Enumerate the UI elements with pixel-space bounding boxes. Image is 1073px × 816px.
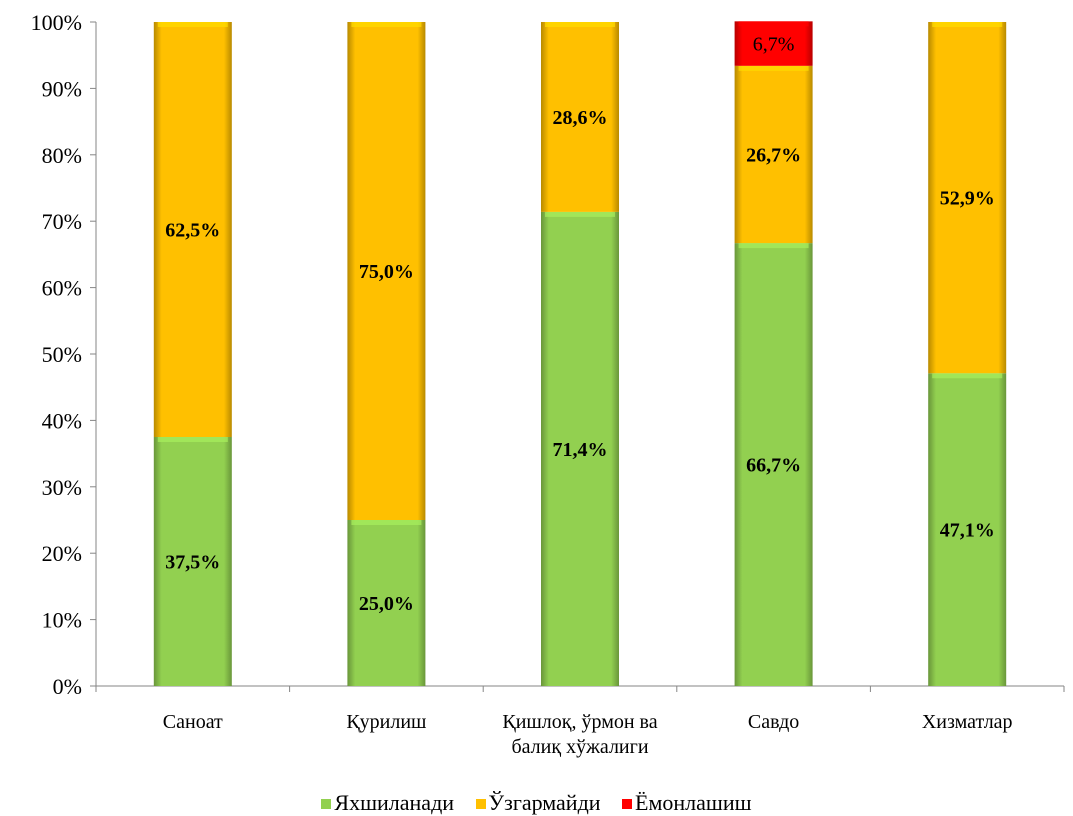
legend: Яхшиланади Ўзгармайди Ёмонлашиш: [0, 790, 1073, 816]
bar-segment: [153, 22, 232, 437]
y-tick-label: 90%: [42, 76, 82, 101]
y-tick-label: 10%: [42, 608, 82, 633]
bar-segment-bevel: [157, 437, 228, 442]
legend-item-unchanged: Ўзгармайди: [475, 790, 601, 816]
legend-swatch-improve: [321, 799, 332, 809]
data-label: 66,7%: [746, 455, 801, 477]
bar-segment-bevel: [932, 373, 1003, 379]
bar-segment: [153, 437, 232, 686]
bar-segment: [928, 22, 1007, 374]
bar-segment: [928, 373, 1007, 686]
y-tick-label: 20%: [42, 541, 82, 566]
legend-label-unchanged: Ўзгармайди: [488, 790, 601, 815]
data-label: 75,0%: [359, 261, 414, 283]
y-tick-label: 70%: [42, 209, 82, 234]
bar-segment-bevel: [545, 211, 615, 217]
x-category-label: Қишлоқ, ўрмон ва: [502, 711, 657, 733]
data-label: 37,5%: [165, 552, 220, 574]
legend-item-worsen: Ёмонлашиш: [622, 790, 752, 816]
data-label: 25,0%: [359, 593, 414, 615]
bar-segment-bevel: [351, 22, 422, 27]
data-label: 47,1%: [940, 520, 995, 542]
legend-item-improve: Яхшиланади: [321, 790, 454, 816]
data-label: 71,4%: [553, 439, 608, 461]
data-label: 62,5%: [165, 220, 220, 242]
x-category-label: Саноат: [163, 711, 223, 733]
x-category-label: Савдо: [748, 711, 799, 733]
y-tick-label: 30%: [42, 475, 82, 500]
x-category-label: Хизматлар: [922, 711, 1013, 733]
y-tick-label: 0%: [53, 674, 82, 699]
bar-segment-bevel: [157, 22, 228, 27]
bar-segment-bevel: [738, 21, 809, 27]
y-tick-label: 40%: [42, 408, 82, 433]
data-label: 52,9%: [940, 188, 995, 210]
legend-swatch-unchanged: [475, 799, 486, 809]
y-tick-label: 80%: [42, 143, 82, 168]
bar-segment: [347, 520, 426, 686]
bar-segment: [734, 243, 813, 686]
bar-segment-bevel: [738, 65, 809, 71]
bar-segment: [347, 22, 426, 520]
y-tick-label: 60%: [42, 276, 82, 301]
bar-segment-bevel: [932, 22, 1003, 27]
bar-segment-bevel: [545, 22, 615, 27]
y-tick-label: 50%: [42, 342, 82, 367]
legend-label-improve: Яхшиланади: [334, 790, 455, 815]
x-category-label: Қурилиш: [346, 711, 427, 733]
y-tick-label: 100%: [31, 10, 82, 35]
legend-label-worsen: Ёмонлашиш: [635, 790, 752, 815]
bar-segment: [541, 211, 619, 687]
x-category-label: балиқ хўжалиги: [511, 736, 648, 758]
data-label: 26,7%: [746, 144, 801, 166]
legend-swatch-worsen: [622, 799, 633, 809]
bar-segment: [541, 22, 619, 212]
bar-segment: [734, 65, 813, 244]
data-label: 28,6%: [553, 107, 608, 129]
bar-segment-bevel: [351, 520, 422, 525]
stacked-bar-chart: 0% 10% 20% 30% 40% 50% 60% 70% 80% 90% 100% 37,5% 62…: [31, 10, 1065, 758]
bar-segment: [734, 21, 813, 66]
bar-segment-bevel: [738, 243, 809, 249]
data-label: 6,7%: [753, 34, 795, 56]
